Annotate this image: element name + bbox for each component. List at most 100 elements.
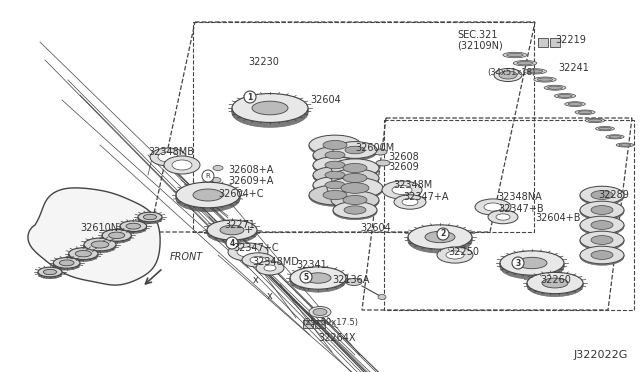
Ellipse shape (325, 171, 345, 179)
Ellipse shape (207, 221, 257, 241)
Polygon shape (28, 188, 160, 285)
Ellipse shape (53, 260, 80, 270)
Ellipse shape (176, 184, 240, 210)
Ellipse shape (331, 170, 379, 188)
Ellipse shape (588, 119, 602, 122)
Ellipse shape (580, 202, 624, 219)
Ellipse shape (333, 143, 377, 160)
Ellipse shape (120, 222, 147, 232)
Ellipse shape (53, 259, 80, 269)
Ellipse shape (408, 226, 472, 250)
Ellipse shape (102, 231, 131, 242)
Ellipse shape (331, 192, 379, 210)
Ellipse shape (309, 136, 361, 156)
Ellipse shape (228, 243, 268, 261)
Ellipse shape (578, 111, 592, 114)
Ellipse shape (333, 203, 377, 220)
Ellipse shape (84, 239, 116, 252)
Circle shape (202, 170, 214, 182)
Ellipse shape (373, 149, 387, 155)
Ellipse shape (580, 246, 624, 264)
Text: 32608: 32608 (388, 152, 419, 162)
Ellipse shape (232, 97, 308, 126)
Ellipse shape (138, 212, 162, 222)
Text: FRONT: FRONT (170, 252, 204, 262)
Ellipse shape (176, 185, 240, 211)
Ellipse shape (500, 252, 564, 276)
Text: 32347+B: 32347+B (498, 204, 543, 214)
Text: 32610N: 32610N (80, 223, 118, 233)
Ellipse shape (333, 202, 377, 218)
Ellipse shape (408, 229, 472, 253)
Ellipse shape (500, 255, 564, 279)
Ellipse shape (211, 177, 221, 183)
Ellipse shape (527, 273, 583, 295)
Ellipse shape (207, 220, 257, 240)
Ellipse shape (232, 94, 308, 124)
Ellipse shape (488, 210, 518, 224)
Ellipse shape (68, 249, 98, 260)
Ellipse shape (376, 160, 390, 166)
Ellipse shape (494, 68, 522, 81)
Ellipse shape (527, 275, 583, 296)
Ellipse shape (138, 214, 162, 224)
Ellipse shape (343, 163, 367, 173)
Ellipse shape (68, 250, 98, 262)
FancyBboxPatch shape (303, 320, 313, 328)
Ellipse shape (325, 161, 345, 169)
Ellipse shape (408, 225, 472, 250)
Ellipse shape (150, 148, 186, 166)
Ellipse shape (580, 232, 624, 249)
Ellipse shape (598, 127, 611, 130)
Ellipse shape (580, 201, 624, 219)
Ellipse shape (207, 223, 257, 243)
Ellipse shape (513, 61, 537, 66)
Ellipse shape (580, 203, 624, 220)
Text: 32260: 32260 (540, 275, 571, 285)
Ellipse shape (232, 99, 308, 128)
Ellipse shape (256, 261, 284, 275)
Ellipse shape (503, 52, 527, 58)
Text: (25x59x17.5): (25x59x17.5) (302, 318, 358, 327)
Ellipse shape (38, 269, 62, 278)
Ellipse shape (331, 170, 379, 189)
Ellipse shape (176, 185, 240, 210)
Ellipse shape (313, 148, 357, 165)
Ellipse shape (313, 158, 357, 174)
Ellipse shape (402, 198, 418, 206)
Ellipse shape (313, 147, 357, 164)
Ellipse shape (527, 70, 543, 73)
Ellipse shape (313, 157, 357, 174)
Ellipse shape (333, 202, 377, 219)
Ellipse shape (327, 179, 383, 200)
Ellipse shape (331, 169, 379, 187)
Ellipse shape (207, 221, 257, 241)
Ellipse shape (176, 184, 240, 209)
Ellipse shape (138, 213, 162, 223)
Ellipse shape (313, 178, 357, 194)
Ellipse shape (120, 222, 147, 233)
Text: 32347+C: 32347+C (233, 243, 278, 253)
Text: 32604: 32604 (310, 95, 340, 105)
Ellipse shape (507, 53, 524, 57)
Text: 32347+A: 32347+A (403, 192, 449, 202)
Ellipse shape (408, 225, 472, 249)
FancyBboxPatch shape (550, 38, 560, 47)
Ellipse shape (609, 135, 621, 138)
Text: 32604: 32604 (360, 223, 391, 233)
Ellipse shape (232, 98, 308, 127)
Ellipse shape (313, 308, 327, 315)
Circle shape (300, 271, 312, 283)
Ellipse shape (313, 168, 357, 185)
Ellipse shape (290, 267, 346, 290)
Ellipse shape (333, 142, 377, 159)
Ellipse shape (527, 275, 583, 296)
Ellipse shape (527, 275, 583, 296)
FancyBboxPatch shape (538, 38, 548, 47)
Ellipse shape (309, 187, 361, 206)
Ellipse shape (580, 187, 624, 204)
Ellipse shape (408, 227, 472, 251)
Text: 32271: 32271 (224, 220, 255, 230)
Ellipse shape (616, 143, 634, 147)
Ellipse shape (313, 147, 357, 163)
